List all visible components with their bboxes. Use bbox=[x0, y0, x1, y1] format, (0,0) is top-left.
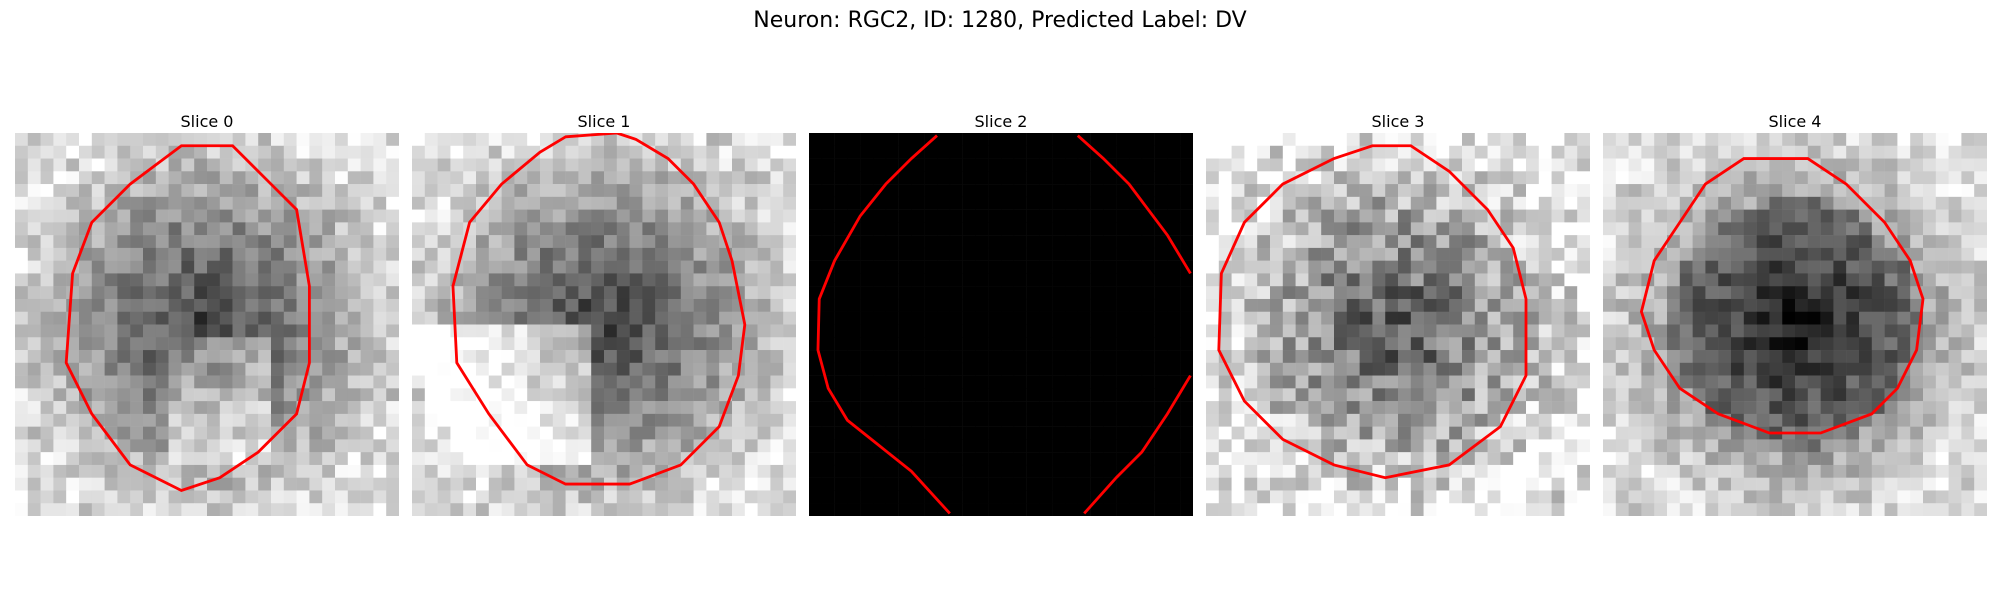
slice-image-2 bbox=[809, 133, 1193, 516]
slice-panel-0: Slice 0 bbox=[15, 111, 399, 516]
contour-outline bbox=[1076, 134, 1192, 275]
slice-image-1 bbox=[412, 133, 796, 516]
contour-outline bbox=[64, 144, 311, 492]
figure-title: Neuron: RGC2, ID: 1280, Predicted Label:… bbox=[753, 8, 1247, 33]
slice-panel-4: Slice 4 bbox=[1603, 111, 1987, 516]
slice-title-2: Slice 2 bbox=[974, 112, 1028, 131]
contour-outline bbox=[816, 134, 951, 515]
slice-title-1: Slice 1 bbox=[577, 112, 631, 131]
slice-panel-2: Slice 2 bbox=[809, 111, 1193, 516]
contour-outline bbox=[1083, 374, 1192, 515]
contour-outline bbox=[1639, 157, 1925, 435]
slice-image-0 bbox=[15, 133, 399, 516]
slice-image-3 bbox=[1206, 133, 1590, 516]
contour-outline bbox=[1217, 144, 1528, 480]
contour-outline bbox=[451, 133, 747, 486]
slice-title-3: Slice 3 bbox=[1371, 112, 1425, 131]
slice-title-4: Slice 4 bbox=[1768, 112, 1822, 131]
slice-image-4 bbox=[1603, 133, 1987, 516]
slice-panel-3: Slice 3 bbox=[1206, 111, 1590, 516]
slice-panel-1: Slice 1 bbox=[412, 111, 796, 516]
slice-title-0: Slice 0 bbox=[180, 112, 234, 131]
